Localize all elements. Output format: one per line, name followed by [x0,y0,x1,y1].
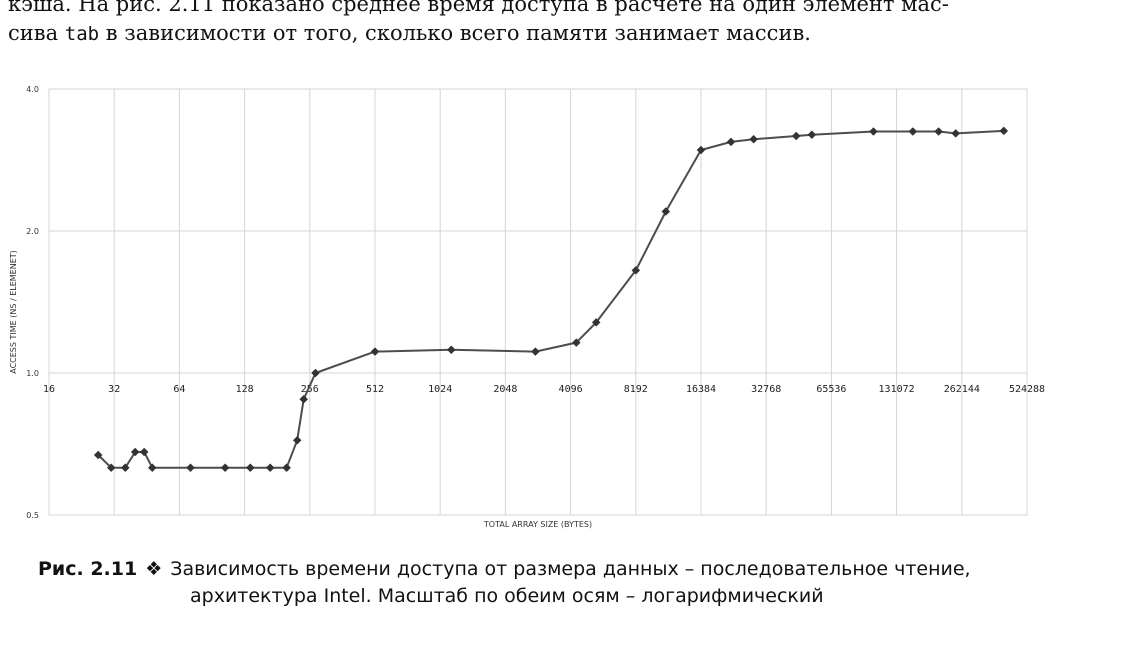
caption-number: Рис. 2.11 [38,558,138,580]
data-point-marker [93,450,103,460]
x-tick-label: 4096 [559,384,583,395]
data-point-marker [130,447,140,457]
data-point-marker [370,347,380,356]
x-tick-label: 32768 [751,384,781,395]
data-point-marker [999,126,1009,136]
line-chart: 0.5 1.0 2.0 4.0 16 32 64 128 256 512 1024 2048 4096 8… [9,85,1045,529]
data-point-marker [299,394,309,404]
data-point-marker [120,463,130,473]
data-point-marker [951,129,961,138]
x-tick-label: 8192 [624,384,648,395]
caption-line1: Зависимость времени доступа от размера д… [170,558,971,580]
x-axis-title: TOTAL ARRAY SIZE (BYTES) [483,520,592,529]
data-point-marker [220,463,230,473]
x-tick-label: 2048 [493,384,517,395]
x-tick-label: 64 [173,384,185,395]
x-tick-label: 65536 [816,384,846,395]
data-point-marker [591,318,601,327]
y-tick-label: 4.0 [26,85,39,94]
x-tick-label: 262144 [944,384,980,395]
body-text-line2-b: в зависимости от того, сколько всего пам… [99,21,811,45]
caption-line2: архитектура Intel. Масштаб по обеим осям… [190,585,824,607]
data-point-marker [571,338,581,347]
data-point-marker [147,463,157,473]
x-tick-label: 32 [108,384,120,395]
data-point-marker [282,463,291,473]
data-point-marker [245,463,255,473]
x-tick-label: 524288 [1009,384,1045,395]
series-line [97,129,1004,469]
x-tick-label: 16384 [686,384,716,395]
data-point-marker [726,137,736,147]
data-point-marker [934,127,943,136]
y-axis-title: ACCESS TIME (NS / ELEMENET) [9,250,18,374]
data-point-marker [631,266,641,275]
body-text-line2: сива tab в зависимости от того, сколько … [8,19,1108,49]
y-tick-label: 1.0 [26,369,39,378]
x-tick-label: 16 [43,384,55,395]
x-tick-label: 1024 [428,384,452,395]
data-point-marker [265,463,275,473]
data-point-marker [106,463,116,473]
x-tick-label: 131072 [879,384,915,395]
body-text-line1: кэша. На рис. 2.11 показано среднее врем… [8,0,949,16]
body-text-line2-a: сива [8,21,65,45]
plot-frame [48,88,1028,516]
data-point-marker [531,347,540,356]
data-point-marker [869,127,878,136]
caption-diamond-icon: ❖ [145,558,163,580]
data-point-marker [908,127,918,136]
x-tick-label: 512 [366,384,384,395]
data-point-marker [749,134,758,144]
data-point-marker [446,345,456,355]
x-tick-label: 128 [236,384,254,395]
data-point-marker [186,463,195,473]
x-tick-label: 256 [301,384,319,395]
code-tab: tab [64,23,100,45]
data-point-marker [791,131,801,141]
data-point-marker [807,130,817,140]
data-point-marker [139,447,149,457]
data-point-marker [292,435,302,445]
figure-caption: Рис. 2.11 ❖ Зависимость времени доступа от… [38,556,1098,610]
data-point-marker [661,207,671,216]
data-point-marker [311,368,320,378]
body-text: кэша. На рис. 2.11 показано среднее врем… [8,0,1108,49]
y-tick-label: 0.5 [26,511,39,520]
y-tick-label: 2.0 [26,227,39,236]
data-point-marker [696,145,706,155]
